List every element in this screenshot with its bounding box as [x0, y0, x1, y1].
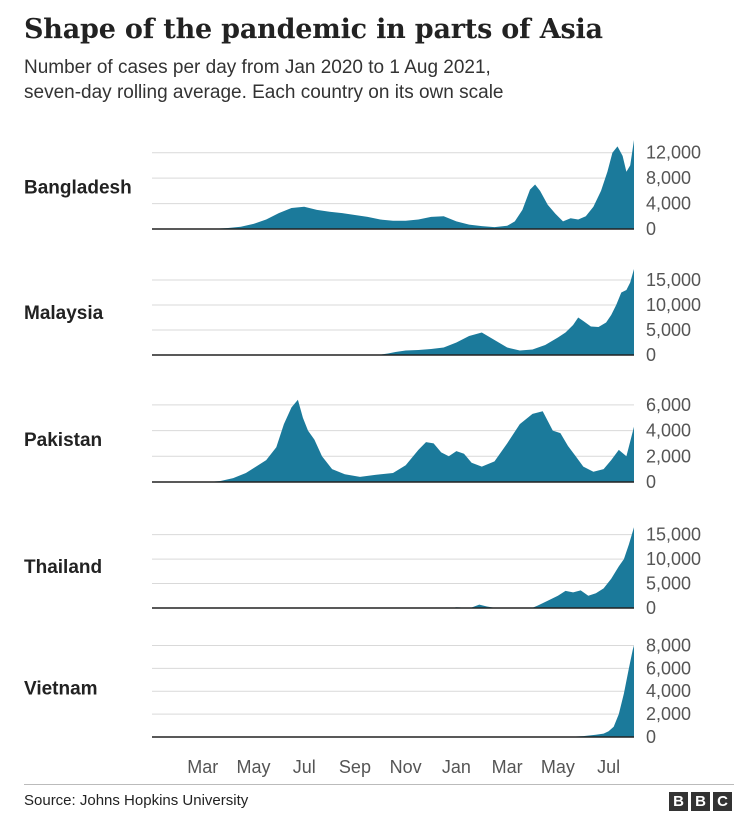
bbc-logo-letter: B	[669, 792, 688, 811]
x-tick-label: Jan	[442, 757, 471, 777]
x-tick-label: Jul	[597, 757, 620, 777]
y-tick-label: 5,000	[646, 320, 691, 340]
y-tick-label: 4,000	[646, 421, 691, 441]
y-tick-label: 8,000	[646, 168, 691, 188]
y-tick-label: 4,000	[646, 681, 691, 701]
chart-title: Shape of the pandemic in parts of Asia	[24, 14, 603, 45]
y-tick-label: 5,000	[646, 574, 691, 594]
x-tick-label: Nov	[390, 757, 422, 777]
y-tick-label: 10,000	[646, 295, 701, 315]
row-label-malaysia: Malaysia	[24, 303, 104, 324]
y-tick-label: 6,000	[646, 658, 691, 678]
x-tick-label: Mar	[187, 757, 218, 777]
row-label-vietnam: Vietnam	[24, 679, 98, 700]
y-tick-label: 2,000	[646, 704, 691, 724]
y-tick-label: 6,000	[646, 395, 691, 415]
row-label-pakistan: Pakistan	[24, 430, 102, 451]
area-series-bangladesh	[152, 140, 634, 229]
subtitle-line-2: seven-day rolling average. Each country …	[24, 82, 504, 103]
area-series-malaysia	[152, 269, 634, 355]
y-tick-label: 8,000	[646, 635, 691, 655]
bbc-logo: B B C	[669, 792, 732, 811]
area-series-pakistan	[152, 399, 634, 482]
x-tick-label: May	[236, 757, 270, 777]
chart-subtitle: Number of cases per day from Jan 2020 to…	[24, 55, 724, 105]
x-tick-label: May	[541, 757, 575, 777]
y-tick-label: 10,000	[646, 549, 701, 569]
footer-divider	[24, 784, 734, 785]
x-tick-label: Mar	[492, 757, 523, 777]
y-tick-label: 15,000	[646, 270, 701, 290]
y-tick-label: 0	[646, 727, 656, 747]
x-tick-label: Sep	[339, 757, 371, 777]
y-tick-label: 4,000	[646, 194, 691, 214]
area-series-thailand	[152, 527, 634, 608]
y-tick-label: 0	[646, 472, 656, 492]
y-tick-label: 0	[646, 598, 656, 618]
y-tick-label: 0	[646, 219, 656, 239]
y-tick-label: 15,000	[646, 525, 701, 545]
bbc-logo-letter: C	[713, 792, 732, 811]
y-tick-label: 0	[646, 345, 656, 365]
y-tick-label: 2,000	[646, 446, 691, 466]
subtitle-line-1: Number of cases per day from Jan 2020 to…	[24, 57, 491, 78]
x-tick-label: Jul	[293, 757, 316, 777]
source-note: Source: Johns Hopkins University	[24, 792, 249, 809]
row-label-bangladesh: Bangladesh	[24, 178, 132, 199]
row-label-thailand: Thailand	[24, 557, 102, 578]
y-tick-label: 12,000	[646, 143, 701, 163]
bbc-logo-letter: B	[691, 792, 710, 811]
